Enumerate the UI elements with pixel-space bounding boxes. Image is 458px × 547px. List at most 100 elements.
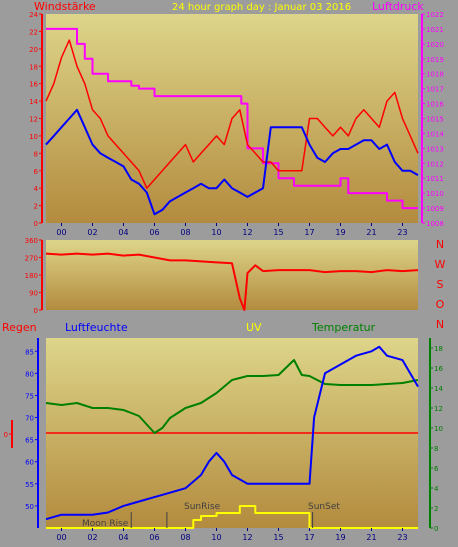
chart-series	[45, 27, 419, 529]
sunrise-label: SunRise	[184, 502, 221, 512]
wind-axis-tick-label: 10	[29, 133, 38, 141]
humidity-axis-tick-label: 65	[25, 437, 34, 445]
pressure-axis-tick-label: 1011	[426, 175, 444, 183]
chart-labels: Windstärke 24 hour graph day : Januar 03…	[2, 0, 446, 529]
wind-axis-tick-label: 2	[34, 203, 38, 211]
climate-x-axis-tick-label: 04	[118, 533, 128, 542]
direction-axis-tick-label: 360	[25, 237, 38, 245]
temperature-axis-tick-label: 10	[434, 425, 443, 433]
wind-axis-tick-label: 4	[34, 185, 39, 193]
wind-axis-tick-label: 6	[34, 168, 39, 176]
temperature-axis-tick-label: 6	[434, 465, 439, 473]
wind-gust-line	[45, 39, 419, 189]
temperature-axis-tick-label: 12	[434, 405, 443, 413]
compass-n-bottom: N	[436, 318, 444, 331]
uv-line	[46, 505, 418, 529]
wind-x-axis-tick-label: 12	[242, 228, 252, 237]
direction-plot-area	[46, 240, 418, 310]
pressure-axis-tick-label: 1020	[426, 41, 444, 49]
pressure-axis-tick-label: 1014	[426, 130, 444, 138]
wind-x-axis-tick-label: 21	[366, 228, 376, 237]
wind-x-axis-tick-label: 15	[273, 228, 283, 237]
wind-x-axis-tick-label: 04	[118, 228, 128, 237]
climate-x-axis-tick-label: 15	[273, 533, 283, 542]
humidity-axis-tick-label: 55	[25, 481, 34, 489]
direction-axis-tick-label: 0	[34, 307, 38, 315]
wind-x-axis-tick-label: 23	[397, 228, 407, 237]
climate-x-axis-tick-label: 00	[56, 533, 66, 542]
uv-axis-title: UV	[246, 321, 262, 334]
wind-axis-tick-label: 24	[29, 11, 38, 19]
wind-x-axis-tick-label: 00	[56, 228, 66, 237]
wind-axis-title: Windstärke	[34, 0, 96, 13]
climate-x-axis-tick-label: 23	[397, 533, 407, 542]
humidity-axis-tick-label: 85	[25, 348, 34, 356]
pressure-axis-tick-label: 1022	[426, 11, 444, 19]
wind-x-axis-tick-label: 17	[304, 228, 314, 237]
humidity-line	[45, 345, 419, 521]
temperature-axis-tick-label: 8	[434, 445, 438, 453]
pressure-axis-tick-label: 1018	[426, 71, 444, 79]
humidity-axis-tick-label: 50	[25, 503, 34, 511]
pressure-axis-tick-label: 1008	[426, 220, 444, 228]
temperature-axis-tick-label: 0	[434, 525, 438, 533]
temperature-axis-tick-label: 16	[434, 365, 443, 373]
temperature-axis-tick-label: 18	[434, 345, 443, 353]
pressure-axis-tick-label: 1012	[426, 160, 444, 168]
compass-s: S	[437, 278, 444, 291]
rain-axis-tick-label: 0	[4, 431, 8, 439]
climate-x-axis-tick-label: 08	[180, 533, 190, 542]
wind-average-line	[45, 108, 419, 216]
climate-x-axis-tick-label: 02	[87, 533, 97, 542]
wind-axis-tick-label: 18	[29, 63, 38, 71]
humidity-axis-title: Luftfeuchte	[65, 321, 128, 334]
wind-x-axis-tick-label: 19	[335, 228, 345, 237]
pressure-axis-tick-label: 1013	[426, 145, 444, 153]
compass-n-top: N	[436, 238, 444, 251]
climate-x-axis-tick-label: 10	[211, 533, 221, 542]
direction-axis-tick-label: 270	[25, 255, 38, 263]
wind-x-axis-tick-label: 10	[211, 228, 221, 237]
pressure-axis-tick-label: 1017	[426, 86, 444, 94]
wind-axis-tick-label: 16	[29, 81, 38, 89]
wind-direction-line	[45, 252, 419, 311]
wind-axis-tick-label: 20	[29, 46, 38, 54]
pressure-axis-tick-label: 1016	[426, 101, 444, 109]
climate-x-axis-tick-label: 19	[335, 533, 345, 542]
compass-o: O	[436, 298, 445, 311]
temperature-axis-tick-label: 2	[434, 505, 438, 513]
moonrise-label: Moon Rise	[82, 519, 129, 529]
climate-x-axis-tick-label: 06	[149, 533, 159, 542]
pressure-axis-tick-label: 1010	[426, 190, 444, 198]
direction-axis-tick-label: 90	[29, 290, 38, 298]
pressure-axis-tick-label: 1015	[426, 116, 444, 124]
pressure-axis-title: Luftdruck	[372, 0, 424, 13]
pressure-axis-tick-label: 1009	[426, 205, 444, 213]
wind-axis-tick-label: 14	[29, 98, 38, 106]
direction-axis-tick-label: 180	[25, 272, 38, 280]
rain-axis-title: Regen	[2, 321, 37, 334]
pressure-axis-tick-label: 1019	[426, 56, 444, 64]
temperature-line	[45, 359, 419, 434]
pressure-line	[46, 27, 418, 210]
humidity-axis-tick-label: 70	[25, 415, 34, 423]
climate-x-axis-tick-label: 17	[304, 533, 314, 542]
wind-axis-tick-label: 0	[34, 220, 38, 228]
humidity-axis-tick-label: 80	[25, 370, 34, 378]
climate-x-axis-tick-label: 21	[366, 533, 376, 542]
wind-x-axis-tick-label: 02	[87, 228, 97, 237]
wind-axis-tick-label: 8	[34, 150, 38, 158]
chart-title: 24 hour graph day : Januar 03 2016	[172, 2, 351, 13]
temperature-axis-title: Temperatur	[311, 321, 376, 334]
wind-axis-tick-label: 12	[29, 116, 38, 124]
temperature-axis-tick-label: 4	[434, 485, 439, 493]
wind-x-axis-tick-label: 06	[149, 228, 159, 237]
wind-x-axis-tick-label: 08	[180, 228, 190, 237]
sunset-label: SunSet	[308, 502, 340, 512]
humidity-axis-tick-label: 75	[25, 392, 34, 400]
chart-axes: 0246810121416182022241008100910101011101…	[4, 11, 445, 542]
compass-w: W	[435, 258, 446, 271]
climate-x-axis-tick-label: 12	[242, 533, 252, 542]
